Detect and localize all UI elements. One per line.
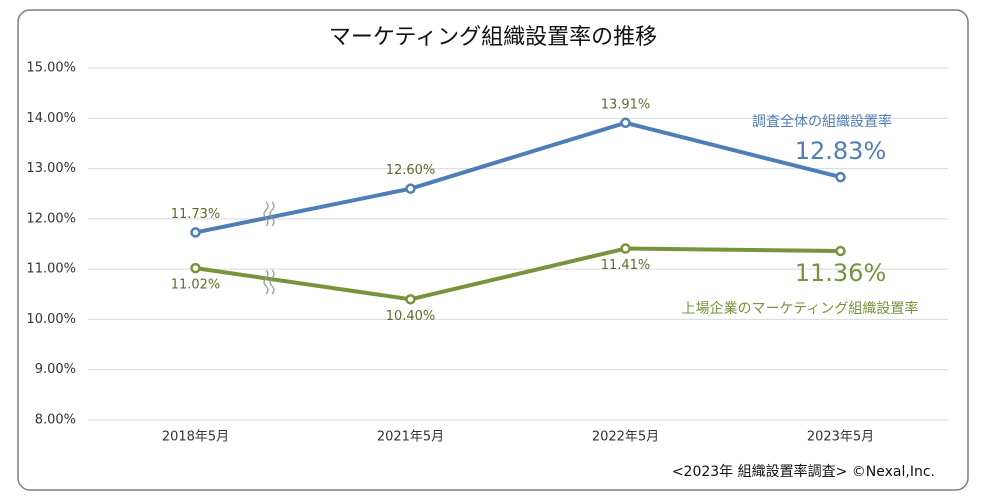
- y-tick-label: 13.00%: [26, 161, 76, 176]
- data-point: [190, 262, 201, 274]
- chart-title: マーケティング組織設置率の推移: [329, 25, 657, 50]
- value-label: 11.02%: [171, 278, 221, 293]
- source-note: <2023年 組織設置率調査> ©Nexal,Inc.: [672, 463, 935, 480]
- value-label: 13.91%: [601, 97, 651, 112]
- y-tick-label: 9.00%: [35, 362, 76, 377]
- value-label: 10.40%: [386, 309, 436, 324]
- value-label: 12.83%: [795, 137, 887, 165]
- data-point: [190, 227, 201, 238]
- y-tick-label: 14.00%: [26, 111, 76, 126]
- break-mark: [263, 201, 275, 227]
- y-tick-label: 12.00%: [26, 211, 76, 226]
- x-tick-label: 2023年5月: [807, 430, 874, 445]
- series-line: [195, 246, 841, 302]
- series-name: 上場企業のマーケティング組織設置率: [682, 300, 919, 317]
- value-label: 11.36%: [795, 259, 887, 287]
- y-tick-label: 10.00%: [26, 312, 76, 327]
- data-point: [835, 245, 846, 257]
- data-point: [405, 183, 416, 194]
- y-tick-label: 8.00%: [35, 413, 76, 428]
- data-point: [405, 294, 416, 305]
- y-tick-label: 11.00%: [26, 262, 76, 277]
- x-tick-label: 2021年5月: [377, 430, 444, 445]
- data-point: [620, 117, 631, 129]
- break-mark: [263, 269, 275, 295]
- data-point: [620, 243, 631, 254]
- series-line: [195, 120, 841, 235]
- data-point: [835, 171, 846, 183]
- series-name: 調査全体の組織設置率: [752, 113, 892, 130]
- axis-break: [263, 201, 275, 295]
- x-tick-label: 2018年5月: [162, 430, 229, 445]
- value-label: 11.73%: [171, 207, 221, 222]
- plot-area: 8.00% 9.00% 10.00% 11.00% 12.00% 13.00% 14.00%…: [26, 61, 948, 445]
- value-label: 11.41%: [601, 258, 651, 273]
- x-tick-label: 2022年5月: [592, 430, 659, 445]
- y-tick-label: 15.00%: [26, 61, 76, 76]
- value-label: 12.60%: [386, 163, 436, 178]
